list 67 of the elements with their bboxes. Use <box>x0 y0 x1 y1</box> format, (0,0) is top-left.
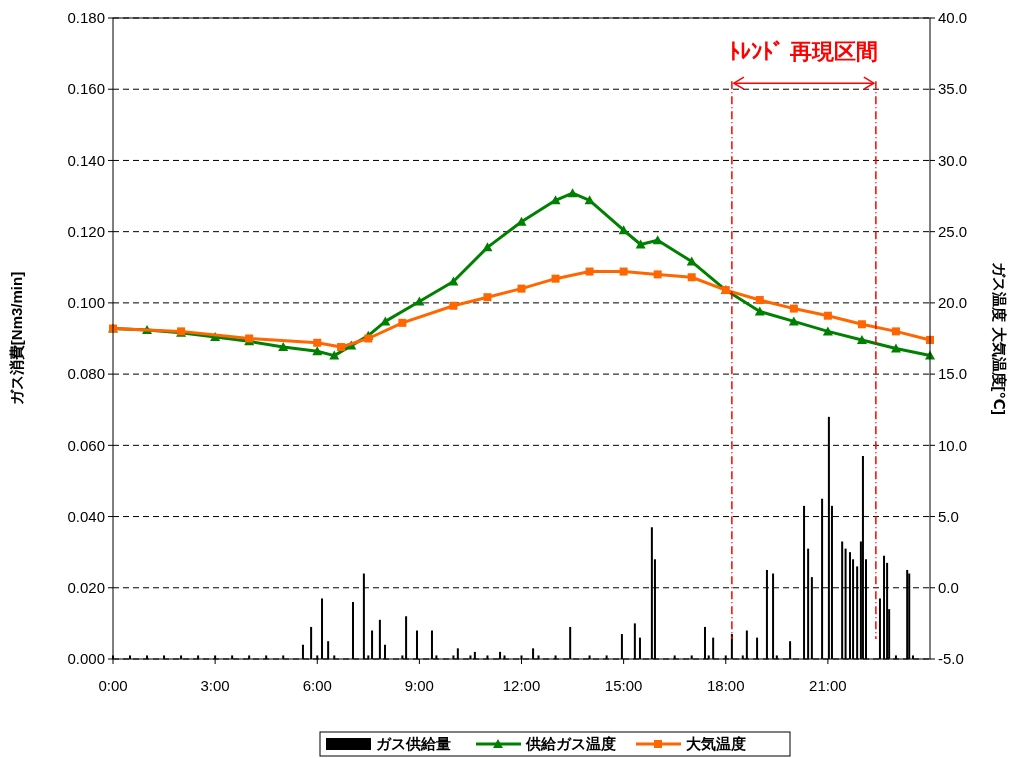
y-tick-label: 0.120 <box>67 222 105 240</box>
point <box>380 316 391 326</box>
point <box>313 338 322 347</box>
y-tick-label: 0.000 <box>67 650 105 668</box>
y2-tick-label: 0.0 <box>938 579 959 597</box>
y2-tick-label: 25.0 <box>938 222 968 240</box>
y-tick-label: 0.160 <box>67 80 105 98</box>
point <box>329 350 340 360</box>
y-tick-label: 0.100 <box>67 294 105 312</box>
y2-tick-label: 30.0 <box>938 151 968 169</box>
point <box>653 270 662 279</box>
y-tick-label: 0.140 <box>67 151 105 169</box>
point <box>567 188 578 198</box>
y-tick-label: 0.040 <box>67 507 105 525</box>
point <box>398 318 407 327</box>
point <box>449 301 458 310</box>
point <box>278 342 289 352</box>
point <box>687 273 696 282</box>
point <box>890 343 901 353</box>
y2-tick-label: 5.0 <box>938 507 959 525</box>
y2-tick-label: 20.0 <box>938 294 968 312</box>
point <box>585 267 594 276</box>
point <box>448 276 459 286</box>
point <box>686 256 697 266</box>
point <box>619 267 628 276</box>
x-tick-label: 18:00 <box>706 677 745 694</box>
y2-axis-title: ガス温度 大気温度[℃] <box>991 262 1008 415</box>
x-tick-label: 3:00 <box>200 677 230 694</box>
point <box>364 334 373 343</box>
point <box>755 296 764 305</box>
point <box>483 293 492 302</box>
x-tick-label: 6:00 <box>302 677 332 694</box>
point <box>312 346 323 356</box>
y-tick-label: 0.060 <box>67 436 105 454</box>
y2-tick-label: 10.0 <box>938 436 968 454</box>
point <box>823 311 832 320</box>
y2-tick-label: 15.0 <box>938 365 968 383</box>
point <box>337 343 346 352</box>
y2-tick-label: 40.0 <box>938 9 968 27</box>
annotation: ﾄﾚﾝﾄﾞ 再現区間 <box>729 39 879 65</box>
legend-label: ガス供給量 <box>376 735 451 753</box>
point <box>788 316 799 326</box>
y-axis-title: ガス消費[Nm3/min] <box>8 271 25 406</box>
point <box>856 334 867 344</box>
point <box>584 195 595 205</box>
x-tick-label: 12:00 <box>502 677 541 694</box>
point <box>414 296 425 306</box>
point <box>551 274 560 283</box>
legend-label: 供給ガス温度 <box>525 735 616 753</box>
point <box>652 235 663 245</box>
y2-tick-label: -5.0 <box>938 650 964 668</box>
point <box>789 304 798 313</box>
x-tick-label: 21:00 <box>809 677 847 694</box>
point <box>517 284 526 293</box>
point <box>550 195 561 205</box>
point <box>822 326 833 336</box>
y2-tick-label: 35.0 <box>938 80 968 98</box>
x-tick-label: 15:00 <box>604 677 643 694</box>
point <box>482 242 493 252</box>
x-tick-label: 9:00 <box>404 677 434 694</box>
x-tick-label: 0:00 <box>98 677 128 694</box>
point <box>857 320 866 329</box>
y-tick-label: 0.180 <box>67 9 105 27</box>
point <box>891 327 900 336</box>
y-tick-label: 0.020 <box>67 579 105 597</box>
y-tick-label: 0.080 <box>67 365 105 383</box>
legend-label: 大気温度 <box>686 735 746 753</box>
